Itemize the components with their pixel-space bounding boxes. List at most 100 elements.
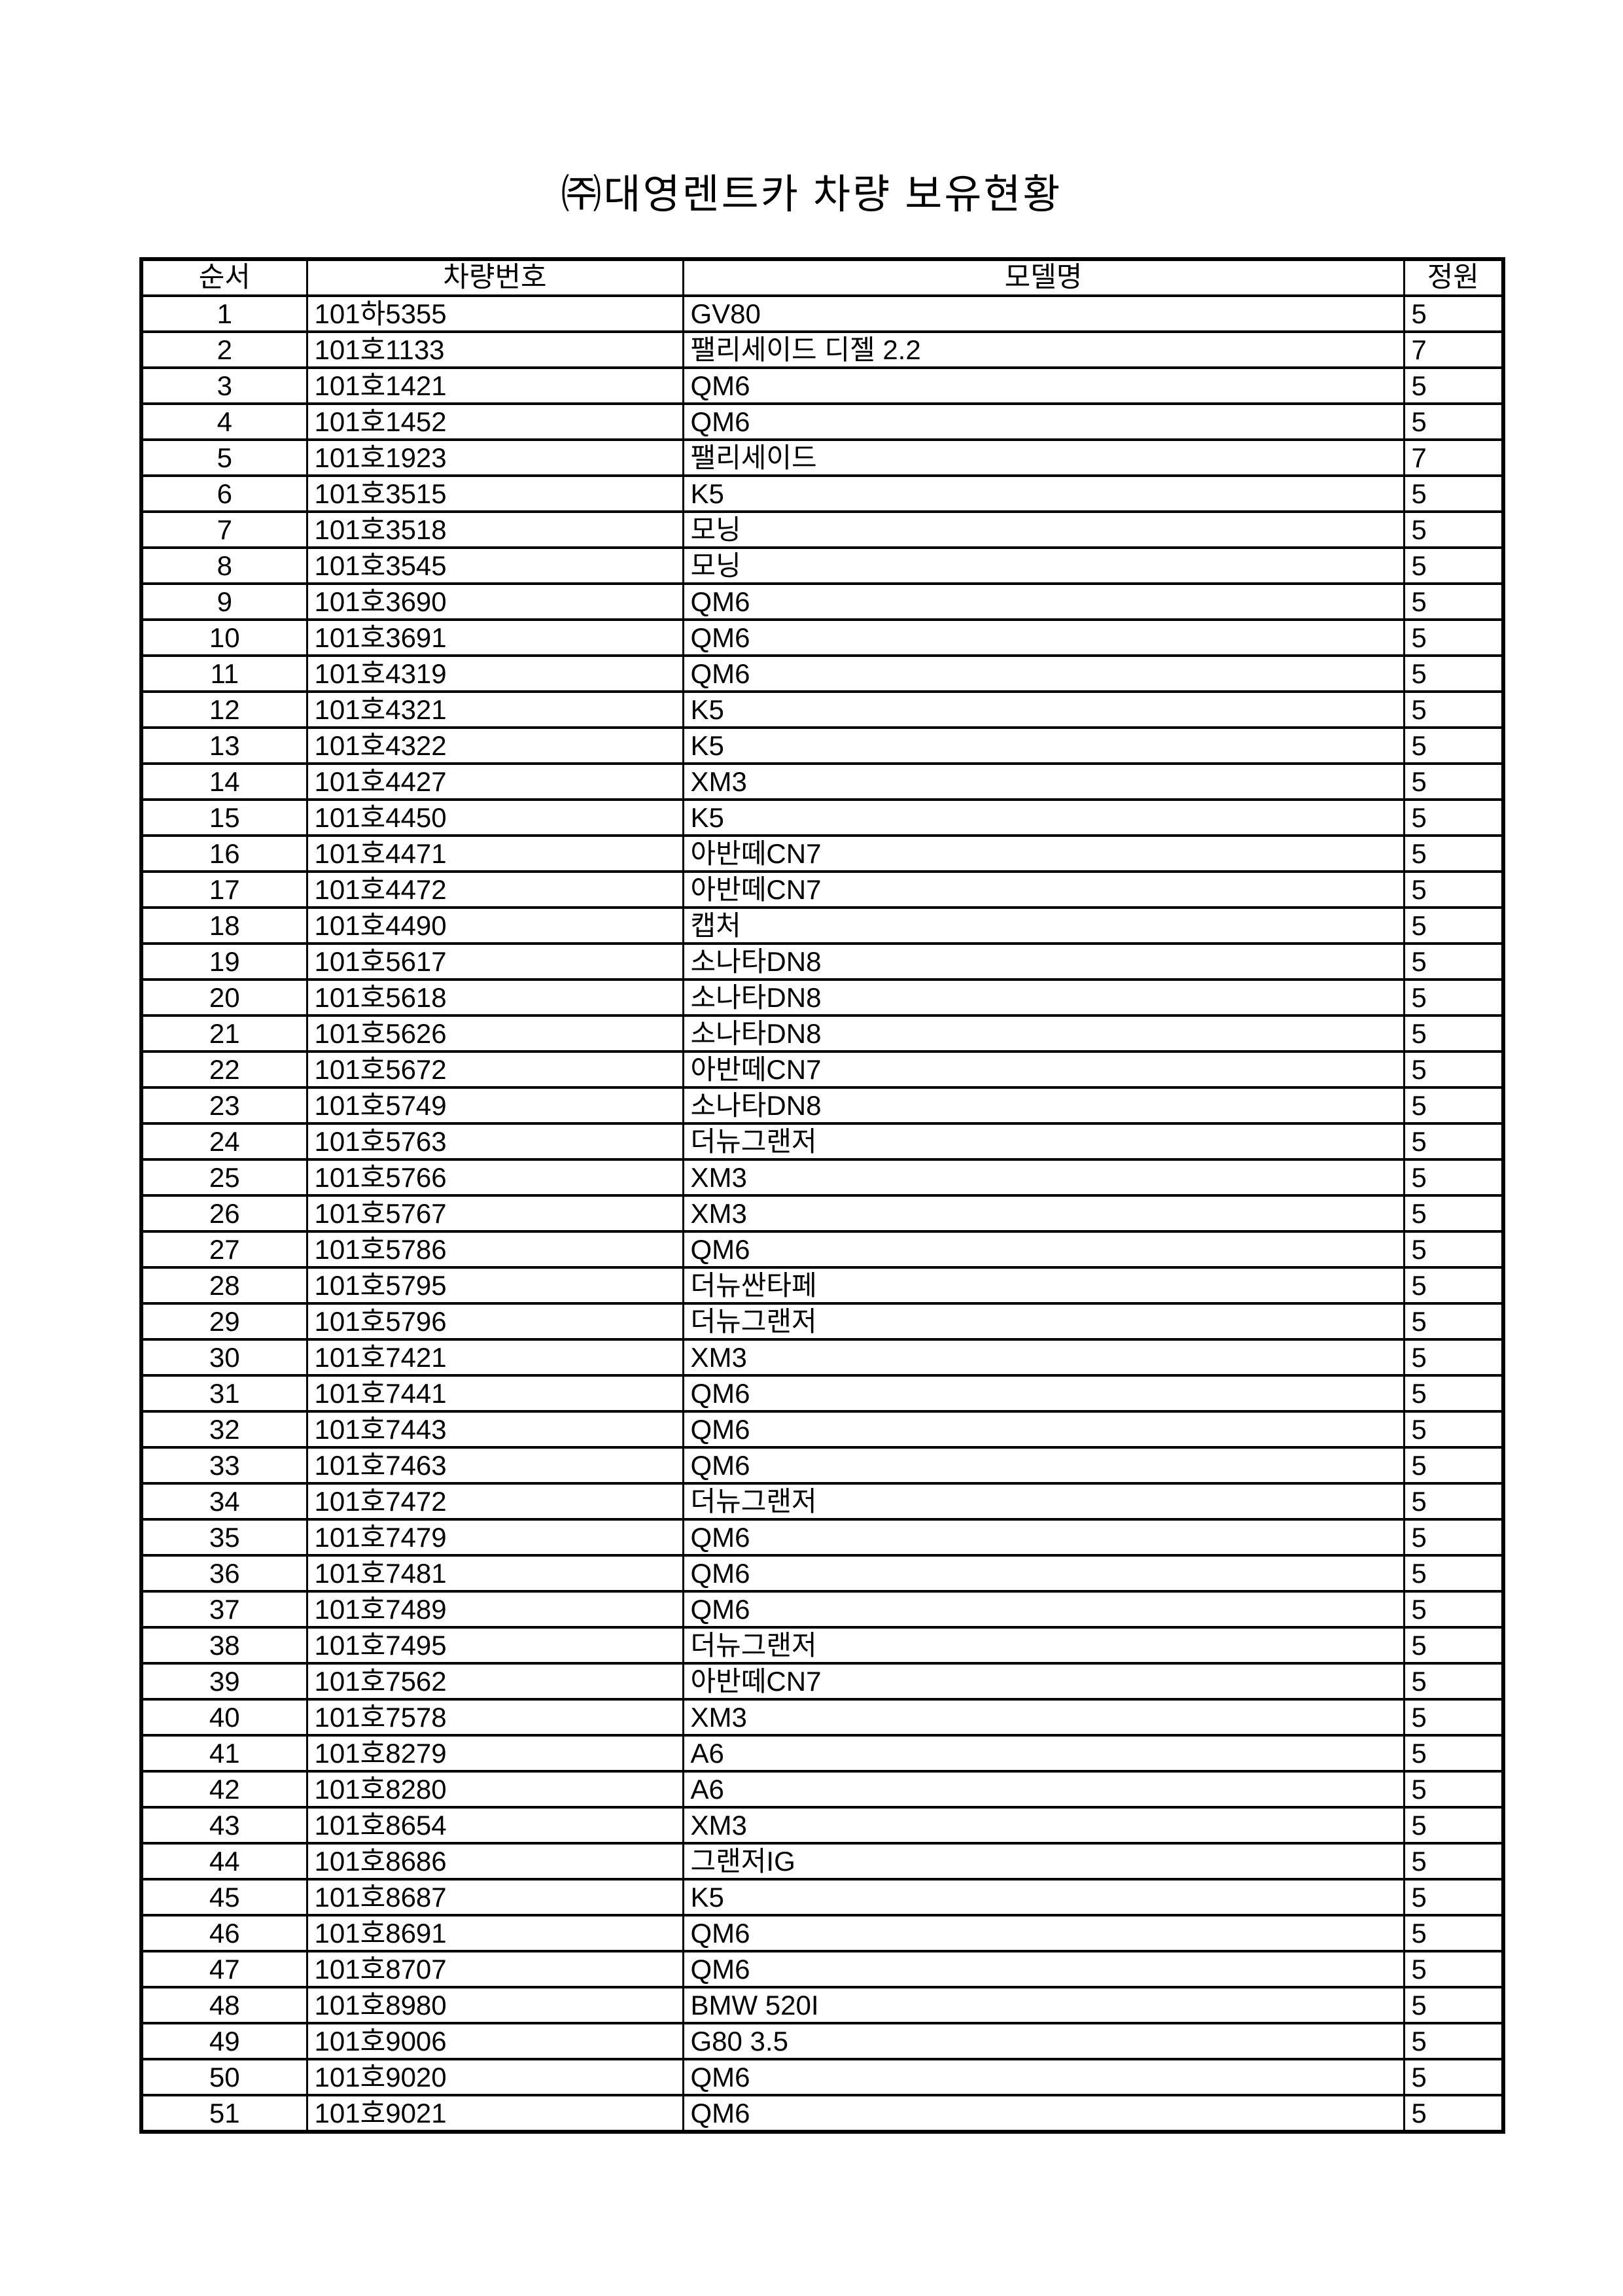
cell-order: 21 [140,1014,308,1053]
cell-order: 40 [140,1698,308,1737]
header-capacity: 정원 [1403,258,1505,297]
table-row: 43 101호8654 XM3 5 [140,1806,1505,1845]
cell-model: XM3 [682,762,1405,801]
cell-capacity: 5 [1403,942,1505,981]
cell-capacity: 5 [1403,402,1505,441]
cell-model: QM6 [682,618,1405,657]
cell-model: QM6 [682,2094,1405,2133]
cell-model: 아반떼CN7 [682,870,1405,909]
table-row: 41 101호8279 A6 5 [140,1734,1505,1773]
cell-capacity: 5 [1403,1806,1505,1845]
table-row: 25 101호5766 XM3 5 [140,1158,1505,1197]
cell-order: 35 [140,1518,308,1557]
cell-plate: 101호3690 [305,582,684,621]
cell-order: 23 [140,1086,308,1125]
header-order: 순서 [140,258,308,297]
cell-order: 16 [140,834,308,873]
cell-plate: 101호7441 [305,1374,684,1413]
cell-plate: 101호1452 [305,402,684,441]
table-row: 32 101호7443 QM6 5 [140,1410,1505,1449]
cell-plate: 101호9006 [305,2022,684,2060]
cell-capacity: 5 [1403,1662,1505,1701]
cell-model: XM3 [682,1338,1405,1377]
cell-order: 49 [140,2022,308,2060]
cell-model: G80 3.5 [682,2022,1405,2060]
cell-capacity: 5 [1403,1122,1505,1161]
cell-capacity: 5 [1403,1986,1505,2024]
cell-model: A6 [682,1734,1405,1773]
cell-model: 모닝 [682,546,1405,585]
cell-model: 더뉴그랜저 [682,1302,1405,1341]
cell-model: 캡처 [682,906,1405,945]
cell-model: 그랜저IG [682,1842,1405,1881]
cell-plate: 101호7481 [305,1554,684,1593]
cell-plate: 101호7479 [305,1518,684,1557]
cell-capacity: 5 [1403,1050,1505,1089]
cell-capacity: 5 [1403,1734,1505,1773]
cell-model: 더뉴그랜저 [682,1626,1405,1665]
cell-capacity: 5 [1403,1338,1505,1377]
cell-capacity: 5 [1403,1878,1505,1916]
cell-capacity: 5 [1403,582,1505,621]
table-row: 24 101호5763 더뉴그랜저 5 [140,1122,1505,1161]
cell-model: QM6 [682,654,1405,693]
cell-order: 22 [140,1050,308,1089]
cell-order: 42 [140,1770,308,1809]
cell-order: 37 [140,1590,308,1629]
cell-plate: 101호5672 [305,1050,684,1089]
cell-model: K5 [682,1878,1405,1916]
cell-order: 6 [140,474,308,513]
cell-order: 48 [140,1986,308,2024]
cell-model: 소나타DN8 [682,942,1405,981]
cell-order: 2 [140,330,308,369]
cell-model: 소나타DN8 [682,978,1405,1017]
table-row: 8 101호3545 모닝 5 [140,546,1505,585]
cell-plate: 101호5796 [305,1302,684,1341]
cell-model: 소나타DN8 [682,1014,1405,1053]
cell-capacity: 5 [1403,1914,1505,1952]
cell-order: 46 [140,1914,308,1952]
cell-plate: 101호4472 [305,870,684,909]
cell-model: QM6 [682,2058,1405,2096]
table-row: 30 101호7421 XM3 5 [140,1338,1505,1377]
table-row: 22 101호5672 아반떼CN7 5 [140,1050,1505,1089]
cell-capacity: 5 [1403,366,1505,405]
table-row: 19 101호5617 소나타DN8 5 [140,942,1505,981]
cell-order: 26 [140,1194,308,1233]
table-row: 2 101호1133 팰리세이드 디젤 2.2 7 [140,330,1505,369]
cell-order: 51 [140,2094,308,2133]
cell-order: 29 [140,1302,308,1341]
cell-plate: 101호8654 [305,1806,684,1845]
header-plate: 차량번호 [305,258,684,297]
cell-model: 팰리세이드 디젤 2.2 [682,330,1405,369]
table-row: 6 101호3515 K5 5 [140,474,1505,513]
cell-plate: 101호3545 [305,546,684,585]
cell-capacity: 5 [1403,546,1505,585]
cell-capacity: 5 [1403,1014,1505,1053]
table-row: 26 101호5767 XM3 5 [140,1194,1505,1233]
cell-capacity: 5 [1403,2022,1505,2060]
table-row: 4 101호1452 QM6 5 [140,402,1505,441]
cell-plate: 101호3515 [305,474,684,513]
cell-order: 38 [140,1626,308,1665]
cell-order: 50 [140,2058,308,2096]
cell-plate: 101호1133 [305,330,684,369]
cell-capacity: 5 [1403,474,1505,513]
cell-order: 18 [140,906,308,945]
cell-model: 모닝 [682,510,1405,549]
table-row: 18 101호4490 캡처 5 [140,906,1505,945]
cell-plate: 101호8980 [305,1986,684,2024]
cell-plate: 101호7463 [305,1446,684,1485]
table-header-row: 순서 차량번호 모델명 정원 [140,258,1505,297]
table-row: 49 101호9006 G80 3.5 5 [140,2022,1505,2060]
cell-order: 14 [140,762,308,801]
cell-plate: 101호9020 [305,2058,684,2096]
cell-model: QM6 [682,582,1405,621]
cell-capacity: 5 [1403,762,1505,801]
table-row: 42 101호8280 A6 5 [140,1770,1505,1809]
cell-plate: 101호5749 [305,1086,684,1125]
cell-model: 아반떼CN7 [682,1050,1405,1089]
cell-capacity: 5 [1403,1842,1505,1881]
table-row: 16 101호4471 아반떼CN7 5 [140,834,1505,873]
